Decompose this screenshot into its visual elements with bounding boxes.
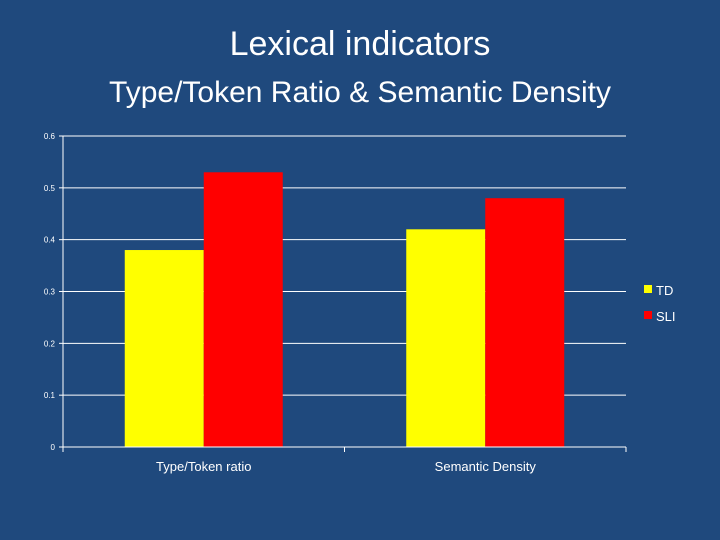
bar-td-0 [124,250,204,447]
y-tick-label: 0.5 [44,184,56,193]
slide-subtitle: Type/Token Ratio & Semantic Density [109,76,611,109]
bars [124,172,565,448]
legend: TD SLI [644,283,676,324]
y-tick-label: 0.6 [44,132,56,141]
legend-swatch-td [644,285,652,293]
y-tick-label: 0.4 [44,236,56,245]
bar-td-1 [406,229,486,447]
bar-sli-0 [203,172,283,448]
x-category-label: Semantic Density [435,459,537,474]
y-tick-label: 0.2 [44,339,56,348]
slide-title: Lexical indicators [229,25,491,63]
legend-label-sli: SLI [656,309,676,324]
y-tick-label: 0.3 [44,288,56,297]
x-category-label: Type/Token ratio [156,459,251,474]
y-tick-label: 0 [51,443,56,452]
axes: 0 0.1 0.2 0.3 0.4 0.5 0.6 Type/Token ratio Seman… [44,132,627,474]
legend-swatch-sli [644,311,652,319]
legend-label-td: TD [656,283,673,298]
bar-sli-1 [485,198,565,447]
y-tick-label: 0.1 [44,391,56,400]
